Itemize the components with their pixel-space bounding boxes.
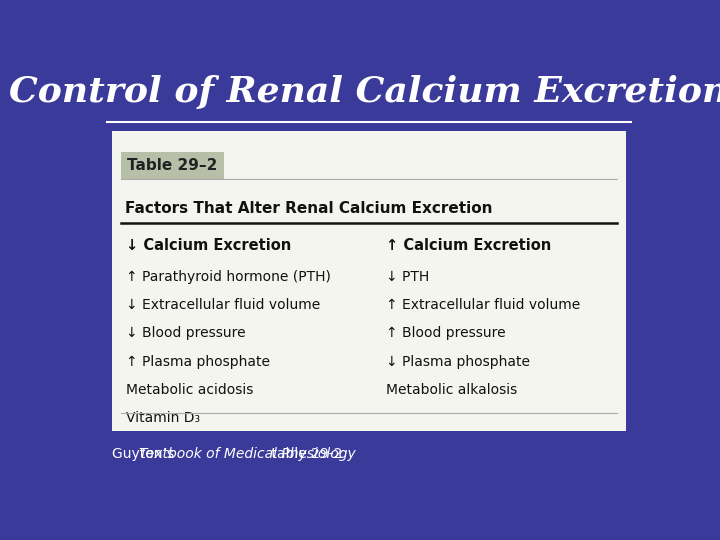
Text: ↑ Plasma phosphate: ↑ Plasma phosphate	[126, 355, 270, 369]
Text: Textbook of Medical Physiology: Textbook of Medical Physiology	[139, 447, 356, 461]
Text: ↑ Extracellular fluid volume: ↑ Extracellular fluid volume	[386, 298, 580, 312]
Text: table 29-2: table 29-2	[267, 447, 343, 461]
Text: Factors That Alter Renal Calcium Excretion: Factors That Alter Renal Calcium Excreti…	[125, 201, 492, 216]
Text: Metabolic alkalosis: Metabolic alkalosis	[386, 383, 517, 397]
Text: Table 29–2: Table 29–2	[127, 158, 217, 173]
Text: Vitamin D₃: Vitamin D₃	[126, 411, 200, 425]
Text: ↑ Calcium Excretion: ↑ Calcium Excretion	[386, 238, 551, 253]
FancyBboxPatch shape	[121, 152, 224, 179]
Text: ↓ PTH: ↓ PTH	[386, 270, 429, 284]
Text: ↓ Calcium Excretion: ↓ Calcium Excretion	[126, 238, 292, 253]
Text: ↓ Blood pressure: ↓ Blood pressure	[126, 326, 246, 340]
FancyBboxPatch shape	[112, 131, 626, 431]
Text: Guyton’s: Guyton’s	[112, 447, 179, 461]
Text: ↑ Blood pressure: ↑ Blood pressure	[386, 326, 505, 340]
Text: ↑ Parathyroid hormone (PTH): ↑ Parathyroid hormone (PTH)	[126, 270, 331, 284]
Text: ↓ Plasma phosphate: ↓ Plasma phosphate	[386, 355, 530, 369]
Text: Control of Renal Calcium Excretion: Control of Renal Calcium Excretion	[9, 75, 720, 109]
Text: Metabolic acidosis: Metabolic acidosis	[126, 383, 253, 397]
Text: ↓ Extracellular fluid volume: ↓ Extracellular fluid volume	[126, 298, 320, 312]
